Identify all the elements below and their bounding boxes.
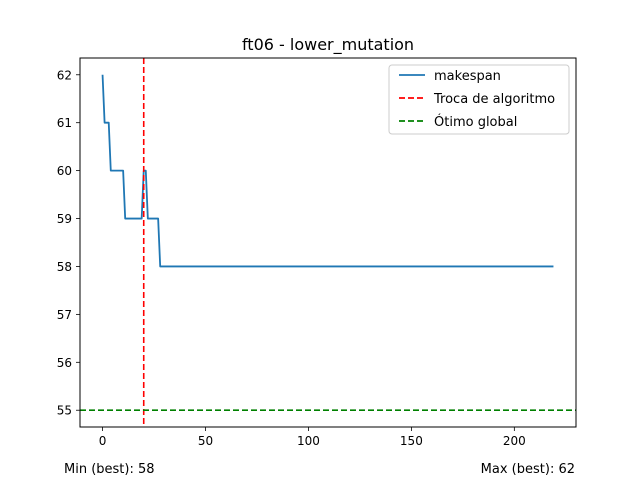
legend: makespan Troca de algoritmo Ótimo global — [388, 64, 570, 135]
y-tick-label: 57 — [57, 308, 72, 322]
max-best-label: Max (best): 62 — [480, 462, 575, 477]
legend-label-makespan: makespan — [434, 69, 501, 84]
legend-label-otimo-global: Ótimo global — [434, 114, 517, 130]
chart-title: ft06 - lower_mutation — [242, 35, 414, 55]
x-tick-label: 150 — [400, 434, 423, 448]
y-axis: 55 56 57 58 59 60 61 62 — [57, 68, 80, 418]
min-best-label: Min (best): 58 — [64, 462, 155, 477]
axes-frame — [79, 57, 577, 428]
y-tick-label: 59 — [57, 212, 72, 226]
y-tick-label: 60 — [57, 164, 72, 178]
y-tick-label: 62 — [57, 68, 72, 82]
x-tick-label: 200 — [503, 434, 526, 448]
y-tick-label: 55 — [57, 404, 72, 418]
x-tick-label: 100 — [297, 434, 320, 448]
plot-area — [80, 58, 576, 427]
x-axis: 0 50 100 150 200 — [99, 427, 526, 448]
x-tick-label: 0 — [99, 434, 107, 448]
y-tick-label: 58 — [57, 260, 72, 274]
legend-box — [388, 64, 570, 135]
x-tick-label: 50 — [198, 434, 213, 448]
y-tick-label: 56 — [57, 356, 72, 370]
legend-label-troca-de-algoritmo: Troca de algoritmo — [433, 92, 555, 107]
y-tick-label: 61 — [57, 116, 72, 130]
series-line-makespan — [101, 74, 554, 268]
